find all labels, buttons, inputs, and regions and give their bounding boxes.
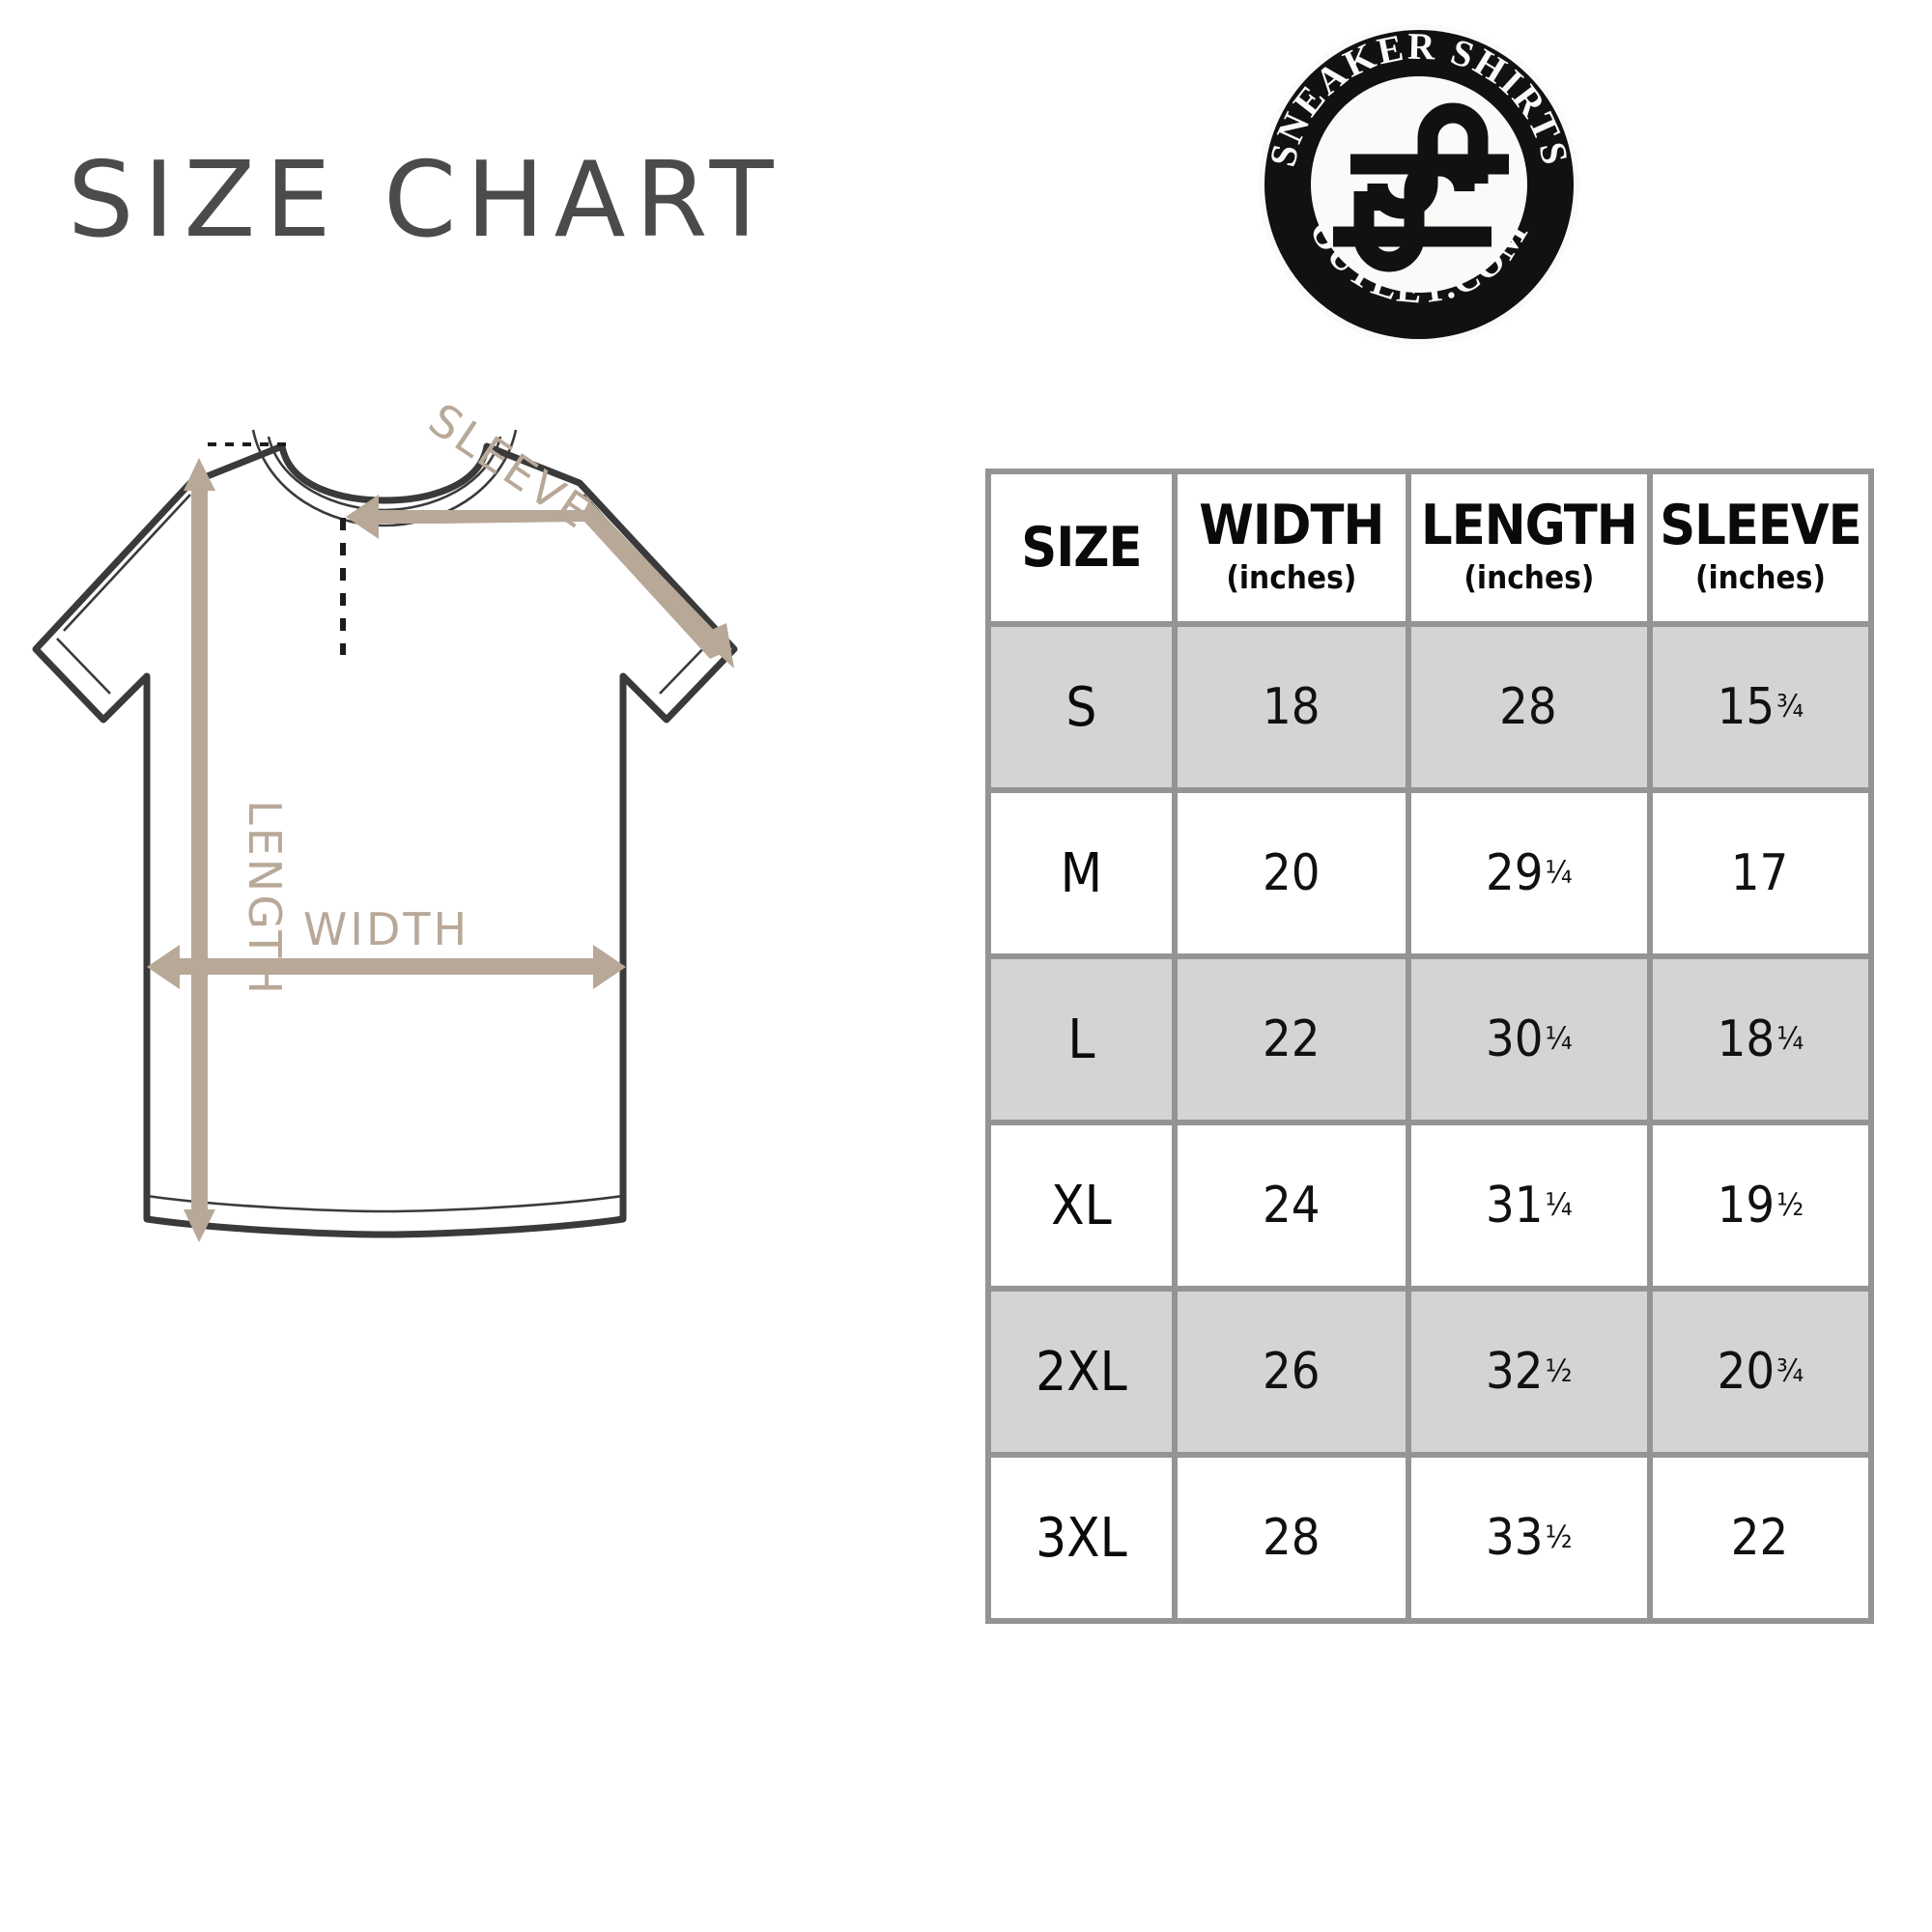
cell-sleeve-int: 20 [1717, 1343, 1776, 1401]
cell-width: 22 [1171, 953, 1411, 1125]
cell-length: 30¼ [1405, 953, 1653, 1125]
cell-sleeve-frac: ¼ [1776, 1019, 1804, 1057]
cell-size: L [985, 953, 1178, 1125]
column-header-size-label: SIZE [1021, 515, 1142, 580]
cell-length-frac: ¼ [1545, 853, 1573, 891]
size-chart-table: SIZE WIDTH (inches) LENGTH (inches) SLEE… [985, 469, 1875, 1624]
table-header-row: SIZE WIDTH (inches) LENGTH (inches) SLEE… [985, 469, 1875, 627]
cell-sleeve-int: 19 [1717, 1177, 1776, 1235]
cell-length-int: 33 [1486, 1509, 1544, 1567]
column-header-sleeve-unit: (inches) [1694, 557, 1826, 596]
cell-length-int: 29 [1486, 844, 1544, 902]
cell-sleeve: 20¾ [1646, 1286, 1875, 1458]
cell-length: 28 [1405, 621, 1653, 793]
cell-length-frac: ¼ [1545, 1019, 1573, 1057]
cell-sleeve-frac: ½ [1776, 1185, 1804, 1223]
sleeve-measure-arrow [346, 495, 734, 668]
table-row: 3XL 28 33½ 22 [985, 1452, 1875, 1624]
table-row: XL 24 31¼ 19½ [985, 1120, 1875, 1292]
cell-length-int: 30 [1486, 1010, 1544, 1068]
cell-width: 18 [1171, 621, 1411, 793]
table-row: L 22 30¼ 18¼ [985, 953, 1875, 1125]
cell-length: 29¼ [1405, 787, 1653, 959]
tshirt-diagram: SLEEVE WIDTH LENGTH [0, 386, 773, 1285]
cell-length-int: 31 [1486, 1177, 1544, 1235]
cell-length-int: 32 [1486, 1343, 1544, 1401]
cell-sleeve: 19½ [1646, 1120, 1875, 1292]
column-header-sleeve: SLEEVE (inches) [1646, 469, 1875, 627]
cell-width: 26 [1171, 1286, 1411, 1458]
brand-logo: SNEAKER SHIRTS OUTLET.COM [1256, 21, 1582, 348]
cell-sleeve-frac: ¾ [1776, 687, 1804, 724]
cell-length-frac: ¼ [1545, 1185, 1573, 1223]
cell-size: 2XL [985, 1286, 1178, 1458]
cell-size: S [985, 621, 1178, 793]
cell-length: 32½ [1405, 1286, 1653, 1458]
width-measure-arrow [147, 945, 626, 989]
column-header-sleeve-label: SLEEVE [1660, 493, 1861, 557]
cell-width: 24 [1171, 1120, 1411, 1292]
column-header-length-label: LENGTH [1421, 493, 1638, 557]
cell-size: XL [985, 1120, 1178, 1292]
width-label: WIDTH [303, 903, 469, 955]
cell-sleeve: 15¾ [1646, 621, 1875, 793]
column-header-length: LENGTH (inches) [1405, 469, 1653, 627]
cell-size: M [985, 787, 1178, 959]
cell-length-frac: ½ [1545, 1351, 1573, 1389]
column-header-width-unit: (inches) [1226, 557, 1357, 596]
cell-size: 3XL [985, 1452, 1178, 1624]
cell-length: 33½ [1405, 1452, 1653, 1624]
cell-sleeve-int: 22 [1730, 1509, 1789, 1567]
table-row: M 20 29¼ 17 [985, 787, 1875, 959]
cell-sleeve-int: 18 [1717, 1010, 1776, 1068]
cell-length: 31¼ [1405, 1120, 1653, 1292]
column-header-width: WIDTH (inches) [1171, 469, 1411, 627]
table-row: 2XL 26 32½ 20¾ [985, 1286, 1875, 1458]
cell-sleeve-frac: ¾ [1776, 1351, 1804, 1389]
cell-sleeve-int: 15 [1717, 678, 1776, 736]
cell-sleeve: 18¼ [1646, 953, 1875, 1125]
cell-width: 28 [1171, 1452, 1411, 1624]
column-header-width-label: WIDTH [1199, 493, 1384, 557]
column-header-size: SIZE [985, 469, 1178, 627]
page-title: SIZE CHART [68, 140, 783, 261]
column-header-length-unit: (inches) [1463, 557, 1595, 596]
table-row: S 18 28 15¾ [985, 621, 1875, 793]
cell-width: 20 [1171, 787, 1411, 959]
length-measure-arrow [184, 458, 215, 1242]
cell-length-int: 28 [1499, 678, 1557, 736]
length-label: LENGTH [239, 800, 291, 997]
cell-length-frac: ½ [1545, 1518, 1573, 1555]
cell-sleeve-int: 17 [1730, 844, 1789, 902]
cell-sleeve: 22 [1646, 1452, 1875, 1624]
cell-sleeve: 17 [1646, 787, 1875, 959]
size-chart-table-wrapper: SIZE WIDTH (inches) LENGTH (inches) SLEE… [985, 469, 1875, 1624]
